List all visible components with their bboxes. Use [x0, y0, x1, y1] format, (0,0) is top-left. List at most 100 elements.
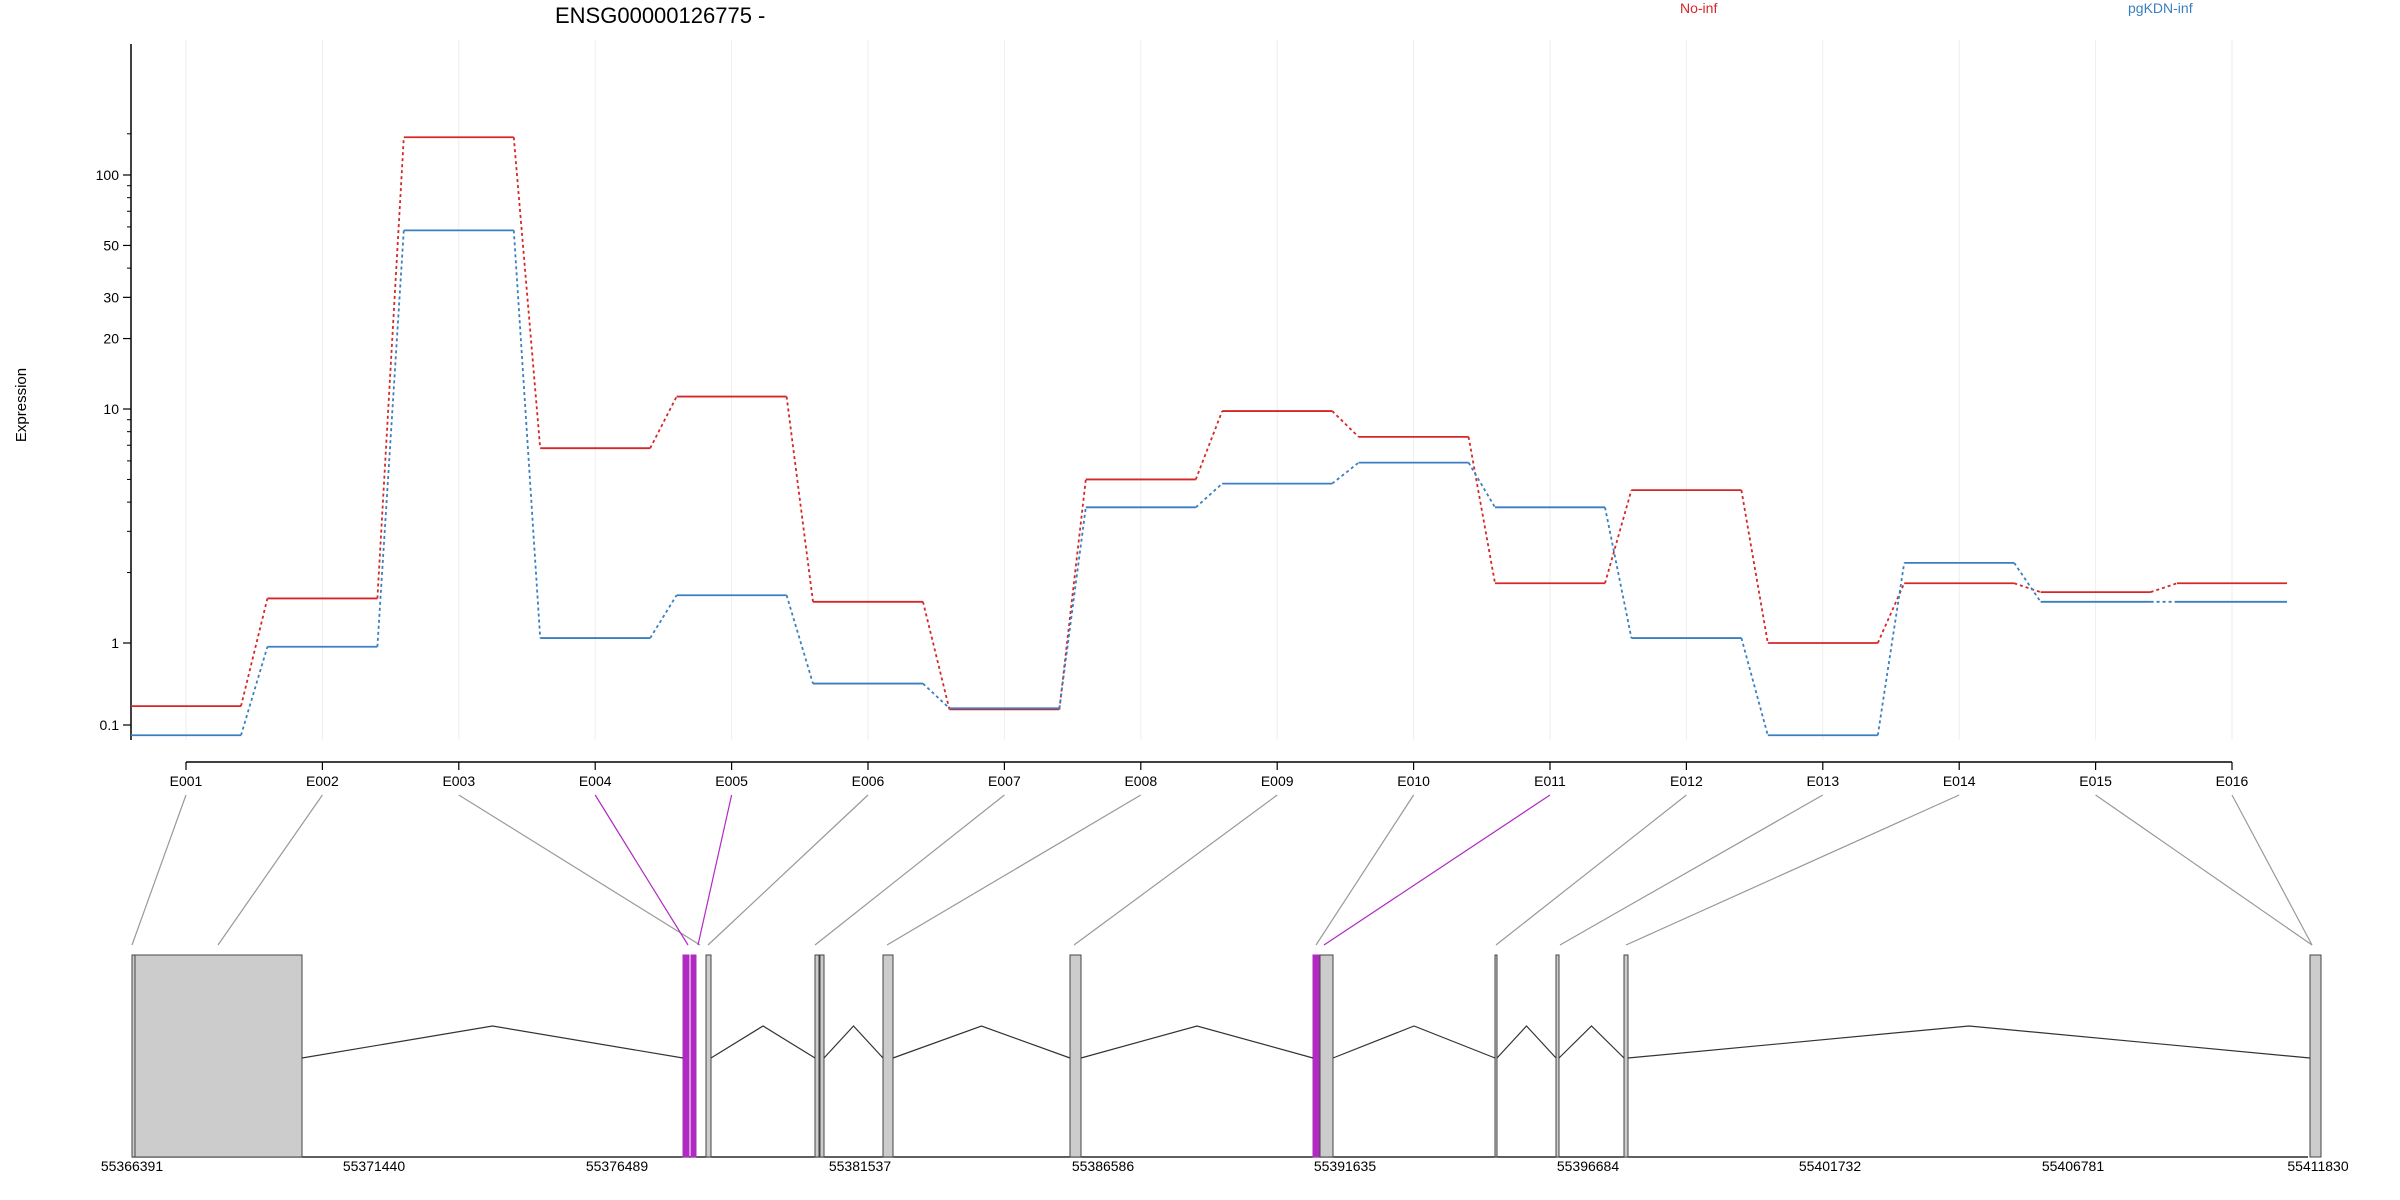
- intron-line: [301, 1025, 684, 1059]
- intron-line: [1496, 1025, 1557, 1059]
- series-1-connector: [1331, 461, 1360, 485]
- series-0-connector: [512, 137, 542, 449]
- highlighted-exon-block: [690, 954, 697, 1158]
- series-0-connector: [2013, 582, 2041, 593]
- x-tick-label: E003: [442, 773, 475, 789]
- series-1-connector: [376, 230, 405, 647]
- x-tick-label: E016: [2216, 773, 2249, 789]
- genomic-position-label: 55366391: [101, 1158, 164, 1174]
- exon-connector: [217, 794, 323, 946]
- series-0-connector: [649, 396, 678, 449]
- exon-block: [705, 954, 712, 1158]
- series-0-connector: [240, 598, 269, 707]
- exon-connector: [707, 794, 869, 946]
- series-1-connector: [922, 682, 951, 709]
- series-0-connector: [1740, 489, 1769, 644]
- y-tick-label: 30: [103, 289, 119, 305]
- exon-connector: [131, 794, 187, 946]
- x-tick-label: E004: [579, 773, 612, 789]
- x-tick-label: E009: [1261, 773, 1294, 789]
- x-tick-label: E011: [1534, 773, 1566, 789]
- genomic-position-label: 55401732: [1799, 1158, 1862, 1174]
- x-tick-label: E002: [306, 773, 339, 789]
- series-1-connector: [1604, 507, 1633, 639]
- exon-connector: [886, 794, 1142, 946]
- x-tick-label: E013: [1806, 773, 1839, 789]
- intron-line: [1627, 1025, 2311, 1059]
- x-tick-label: E015: [2079, 773, 2112, 789]
- intron-line: [710, 1025, 816, 1059]
- genomic-position-label: 55391635: [1314, 1158, 1377, 1174]
- series-0-connector: [1331, 410, 1360, 438]
- exon-block: [1069, 954, 1082, 1158]
- y-tick-label: 100: [96, 167, 120, 183]
- series-1-connector: [785, 594, 814, 684]
- series-0-connector: [1604, 489, 1633, 584]
- exon-connector: [1315, 794, 1415, 946]
- exon-block: [131, 954, 136, 1158]
- exon-connector: [1495, 794, 1687, 946]
- exon-block: [1623, 954, 1629, 1158]
- series-1-connector: [2013, 562, 2042, 603]
- exon-connector: [2231, 794, 2313, 946]
- series-0-connector: [376, 137, 405, 599]
- legend-entry-pgkdn-inf: pgKDN-inf: [2128, 0, 2193, 16]
- highlighted-exon-connector: [594, 794, 689, 946]
- series-1-connector: [1058, 507, 1087, 709]
- series-1-connector: [1195, 482, 1223, 508]
- y-tick-label: 1: [111, 635, 119, 651]
- intron-line: [1332, 1025, 1496, 1059]
- x-tick-label: E001: [170, 773, 203, 789]
- x-tick-label: E007: [988, 773, 1021, 789]
- series-0-connector: [1876, 582, 1906, 644]
- exon-block: [814, 954, 820, 1158]
- legend-entry-no-inf: No-inf: [1680, 0, 1717, 16]
- series-1-connector: [1876, 562, 1906, 736]
- x-tick-label: E006: [852, 773, 885, 789]
- exon-connector: [1559, 794, 1824, 946]
- chart-title: ENSG00000126775 -: [555, 3, 765, 28]
- series-1-connector: [512, 230, 542, 639]
- y-axis-label: Expression: [13, 368, 30, 442]
- genomic-position-label: 55381537: [829, 1158, 892, 1174]
- x-tick-label: E005: [715, 773, 748, 789]
- exon-connector-lines: [131, 794, 2313, 946]
- genomic-position-label: 55376489: [586, 1158, 649, 1174]
- exon-block: [1555, 954, 1560, 1158]
- series-1-connector: [649, 594, 678, 639]
- y-tick-label: 20: [103, 331, 119, 347]
- y-tick-label: 50: [103, 237, 119, 253]
- exon-connector: [2095, 794, 2313, 946]
- exon-connector: [814, 794, 1005, 946]
- series-0-connector: [922, 601, 951, 710]
- exon-block: [1319, 954, 1334, 1158]
- highlighted-exon-block: [682, 954, 690, 1158]
- exon-block: [882, 954, 894, 1158]
- exon-block: [2309, 954, 2322, 1158]
- intron-line: [1080, 1025, 1314, 1059]
- genomic-position-label: 55396684: [1557, 1158, 1620, 1174]
- series-0-connector: [1467, 436, 1496, 584]
- exon-connector: [1625, 794, 1960, 946]
- series-0-connector: [785, 396, 814, 602]
- series-0-connector: [1058, 479, 1087, 710]
- highlighted-exon-block: [1312, 954, 1317, 1158]
- genomic-position-label: 55386586: [1072, 1158, 1135, 1174]
- intron-line: [892, 1025, 1071, 1059]
- intron-line: [823, 1025, 884, 1059]
- exon-block: [819, 954, 825, 1158]
- intron-line: [1558, 1025, 1625, 1059]
- series-1-connector: [1740, 637, 1769, 736]
- genomic-position-label: 55406781: [2042, 1158, 2105, 1174]
- x-tick-label: E010: [1397, 773, 1430, 789]
- exon-block: [1494, 954, 1498, 1158]
- series-1-connector: [1467, 462, 1496, 508]
- x-tick-label: E008: [1124, 773, 1157, 789]
- expression-plot: 0.1 1 10 20 30 50 100 E001 E002 E003 E004 E005 E006 E…: [96, 40, 2287, 789]
- genomic-position-label: 55411830: [2287, 1158, 2348, 1174]
- highlighted-exon-connector: [697, 794, 733, 946]
- gene-model-track: 55366391 55371440 55376489 55381537 55386586…: [101, 954, 2349, 1174]
- exon-connector: [1073, 794, 1278, 946]
- exon-connector: [458, 794, 701, 946]
